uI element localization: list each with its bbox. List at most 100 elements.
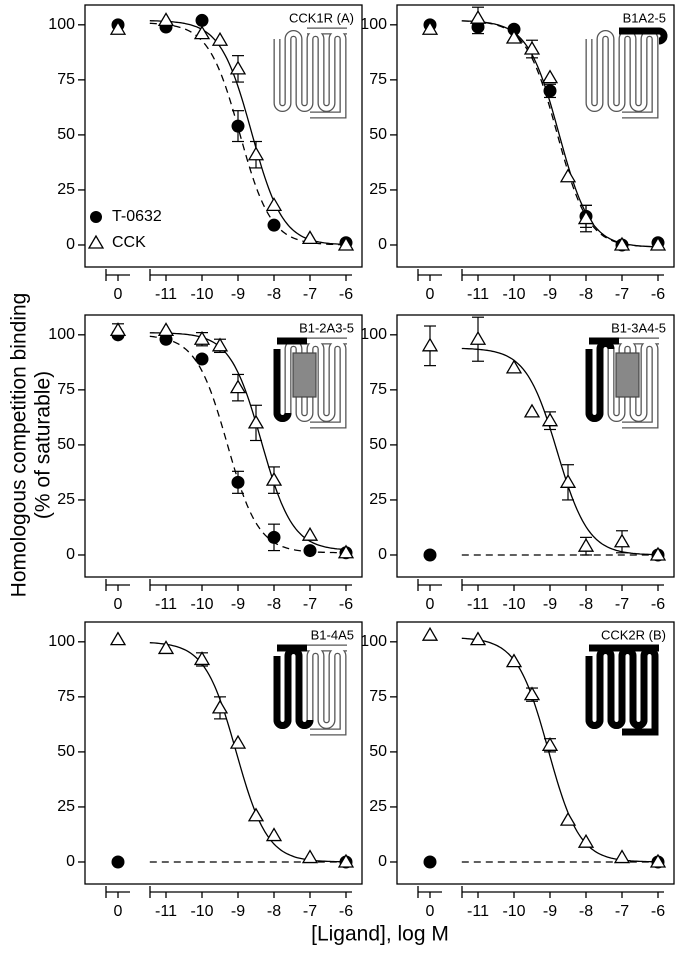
data-point: [157, 640, 175, 655]
data-point: [247, 146, 265, 161]
x-tick-label: -8: [267, 596, 281, 613]
panel: 0 25 50 75 100 0 -11 -10 -9 -8 -7 -6 CCK2R (B): [360, 621, 675, 920]
data-point: [541, 412, 559, 427]
fit-curve: [149, 332, 348, 551]
data-point: [559, 474, 577, 488]
x-tick-label: 0: [114, 903, 123, 920]
x-tick-label: 0: [114, 286, 123, 303]
panel-title: CCK1R (A): [289, 10, 354, 25]
receptor-inner: [586, 28, 659, 118]
data-point: [469, 330, 487, 345]
x-tick-label: -11: [155, 903, 177, 920]
x-tick-label: -7: [615, 596, 629, 613]
data-point: [541, 737, 559, 751]
fit-curve: [461, 20, 660, 248]
data-point: [265, 471, 283, 486]
data-point: [577, 833, 595, 848]
y-tick-label: 100: [360, 326, 387, 343]
y-tick-label: 25: [369, 491, 387, 508]
plot-frame: [396, 314, 675, 578]
y-tick-label: 0: [66, 236, 75, 253]
y-tick-label: 75: [369, 71, 387, 88]
y-tick-label: 100: [360, 633, 387, 650]
data-point: [211, 31, 229, 46]
data-point: [649, 853, 667, 868]
data-point: [229, 734, 247, 749]
data-point: [523, 403, 541, 418]
data-point: [337, 853, 355, 868]
data-point: [505, 359, 523, 374]
data-point: [301, 849, 319, 864]
legend-marker: [87, 234, 105, 249]
y-tick-label: 50: [57, 436, 75, 453]
x-tick-label: -7: [615, 286, 629, 303]
y-tick-label: 50: [369, 436, 387, 453]
data-point: [649, 546, 667, 561]
data-point: [109, 631, 127, 646]
data-point: [505, 653, 523, 668]
panel-title: B1A2-5: [623, 10, 666, 25]
panel-title: B1-3A4-5: [611, 320, 666, 335]
plot-frame: [84, 4, 363, 268]
x-tick-label: -8: [579, 286, 593, 303]
y-tick-label: 50: [369, 126, 387, 143]
data-point: [195, 13, 209, 27]
panel-title: CCK2R (B): [601, 627, 666, 642]
data-point: [301, 230, 319, 245]
data-point: [157, 322, 175, 337]
x-tick-label: -6: [339, 903, 353, 920]
data-point: [577, 210, 595, 225]
x-tick-label: -11: [155, 286, 177, 303]
panel: 0 25 50 75 100 0 -11 -10 -9 -8 -7 -6 B1A2-5: [360, 4, 675, 303]
x-tick-label: -8: [267, 903, 281, 920]
x-tick-label: -6: [651, 596, 665, 613]
x-tick-label: -9: [543, 286, 557, 303]
y-tick-label: 25: [57, 181, 75, 198]
x-tick-label: -9: [231, 286, 245, 303]
y-tick-label: 75: [57, 688, 75, 705]
receptor-inner: [274, 28, 347, 118]
y-tick-label: 75: [57, 71, 75, 88]
data-point: [559, 811, 577, 826]
data-point: [247, 414, 265, 429]
x-tick-label: -8: [579, 903, 593, 920]
x-tick-label: -9: [543, 596, 557, 613]
receptor-wt-part: [585, 337, 619, 422]
x-tick-label: -6: [339, 286, 353, 303]
y-axis-label: (% of saturable): [32, 371, 55, 519]
data-point: [541, 69, 559, 84]
y-tick-label: 25: [57, 491, 75, 508]
data-point: [613, 236, 631, 251]
receptor-wt-part: [585, 644, 659, 736]
y-tick-label: 0: [378, 853, 387, 870]
y-tick-label: 0: [378, 546, 387, 563]
x-tick-label: -10: [190, 903, 213, 920]
data-point: [211, 337, 229, 352]
data-point: [267, 218, 281, 232]
x-tick-label: 0: [426, 596, 435, 613]
y-tick-label: 50: [57, 126, 75, 143]
plot-frame: [396, 621, 675, 885]
plot-frame: [84, 621, 363, 885]
x-tick-label: -10: [190, 596, 213, 613]
x-tick-label: -10: [190, 286, 213, 303]
x-tick-label: -11: [467, 596, 489, 613]
x-tick-label: -11: [155, 596, 177, 613]
y-tick-label: 25: [57, 798, 75, 815]
legend-marker: [90, 211, 102, 223]
x-tick-label: -10: [502, 596, 525, 613]
data-point: [421, 20, 439, 35]
x-tick-label: -7: [615, 903, 629, 920]
data-point: [229, 379, 247, 394]
plot-frame: [84, 314, 363, 578]
y-tick-label: 0: [66, 853, 75, 870]
data-point: [193, 651, 211, 666]
y-tick-label: 100: [48, 16, 75, 33]
data-point: [193, 330, 211, 345]
y-tick-label: 0: [378, 236, 387, 253]
x-tick-label: -11: [467, 903, 489, 920]
data-point: [109, 322, 127, 337]
data-point: [523, 40, 541, 55]
receptor-wt-part: [619, 27, 668, 45]
